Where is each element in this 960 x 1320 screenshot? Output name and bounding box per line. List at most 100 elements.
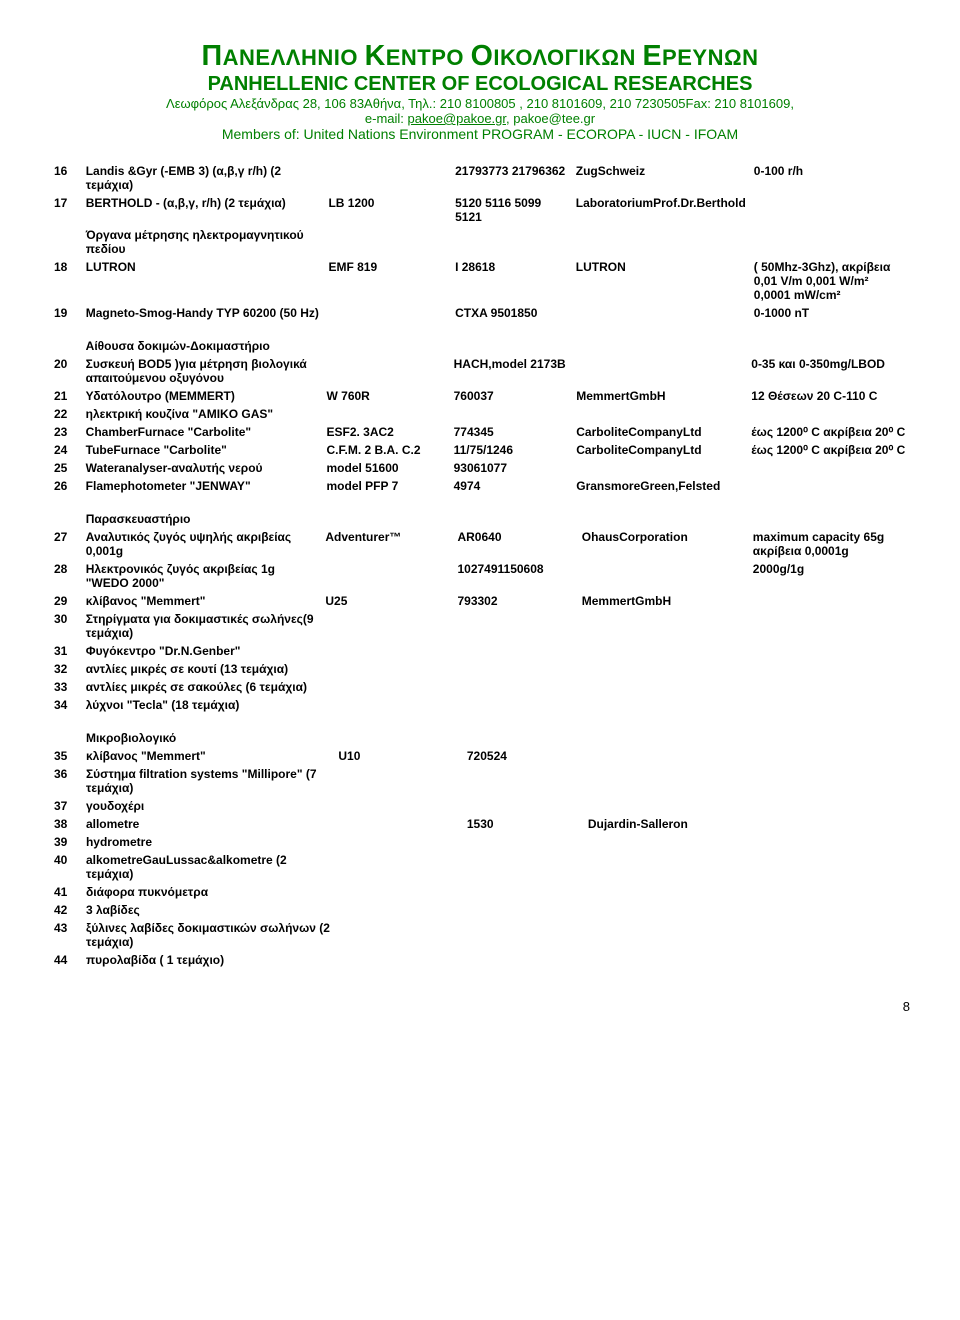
row-model [334,851,462,883]
row-description: Landis &Gyr (-EMB 3) (α,β,γ r/h) (2 τεμά… [82,162,325,194]
section-3-title: Παρασκευαστήριο [82,510,910,528]
row-serial: I 28618 [451,258,572,304]
row-serial [451,226,572,258]
row-description: λύχνοι "Tecla" (18 τεμάχια) [82,696,322,714]
table-row: 22ηλεκτρική κουζίνα "AMIKO GAS" [50,405,910,423]
table-row: 44πυρολαβίδα ( 1 τεμάχιο) [50,951,910,969]
row-spec [747,477,910,495]
row-model: C.F.M. 2 B.A. C.2 [323,441,450,459]
row-description: Ηλεκτρονικός ζυγός ακριβείας 1g "WEDO 20… [82,560,322,592]
page-number: 8 [50,999,910,1014]
row-model [324,226,451,258]
row-description: κλίβανος "Memmert" [82,747,334,765]
row-manufacturer [578,642,749,660]
row-spec [751,765,910,797]
row-spec [749,696,910,714]
row-model [334,919,462,951]
row-description: Φυγόκεντρο "Dr.N.Genber" [82,642,322,660]
row-serial: 720524 [463,747,584,765]
row-description: 3 λαβίδες [82,901,334,919]
row-spec: 12 Θέσεων 20 C-110 C [747,387,910,405]
row-model: Adventurer™ [321,528,453,560]
table-row: 40alkometreGauLussac&alkometre (2 τεμάχι… [50,851,910,883]
row-model [334,901,462,919]
row-spec: 0-35 και 0-350mg/LBOD [747,355,910,387]
row-description: ChamberFurnace "Carbolite" [82,423,323,441]
title-english: PANHELLENIC CENTER OF ECOLOGICAL RESEARC… [50,73,910,96]
row-description: Flamephotometer "JENWAY" [82,477,323,495]
row-serial: 760037 [450,387,573,405]
row-spec [751,901,910,919]
row-model: LB 1200 [324,194,451,226]
row-spec [749,678,910,696]
row-description: Στηρίγματα για δοκιμαστικές σωλήνες(9 τε… [82,610,322,642]
row-model [321,610,453,642]
table-row: 28Ηλεκτρονικός ζυγός ακριβείας 1g "WEDO … [50,560,910,592]
row-number: 30 [50,610,82,642]
members-line: Members of: United Nations Environment P… [50,126,910,142]
row-serial [463,919,584,951]
row-model [323,355,450,387]
row-description: hydrometre [82,833,334,851]
row-spec [751,851,910,883]
row-number: 38 [50,815,82,833]
row-number: 36 [50,765,82,797]
row-model [324,162,451,194]
row-manufacturer [584,851,752,883]
row-number: 41 [50,883,82,901]
row-description: κλίβανος "Memmert" [82,592,322,610]
row-number: 35 [50,747,82,765]
row-model [321,678,453,696]
row-serial [463,851,584,883]
row-description: LUTRON [82,258,325,304]
row-serial [463,765,584,797]
row-spec [751,815,910,833]
row-spec: έως 1200⁰ C ακρίβεια 20⁰ C [747,423,910,441]
row-number: 32 [50,660,82,678]
row-description: Wateranalyser-αναλυτής νερού [82,459,323,477]
section-2-title: Αίθουσα δοκιμών-Δοκιμαστήριο [82,337,910,355]
row-model: model 51600 [323,459,450,477]
title-greek: ΠΑΝΕΛΛΗΝΙΟ ΚΕΝΤΡΟ ΟΙΚΟΛΟΓΙΚΩΝ ΕΡΕΥΝΩΝ [50,40,910,73]
row-number: 37 [50,797,82,815]
row-manufacturer [572,355,747,387]
row-serial: 93061077 [450,459,573,477]
row-model: U25 [321,592,453,610]
row-model [321,660,453,678]
row-number: 19 [50,304,82,322]
row-manufacturer [572,405,747,423]
row-serial [463,797,584,815]
row-number: 22 [50,405,82,423]
row-manufacturer: Dujardin-Salleron [584,815,752,833]
row-spec [751,797,910,815]
row-model [323,405,450,423]
table-row: 32αντλίες μικρές σε κουτί (13 τεμάχια) [50,660,910,678]
row-number: 28 [50,560,82,592]
table-row: 31Φυγόκεντρο "Dr.N.Genber" [50,642,910,660]
row-description: ηλεκτρική κουζίνα "AMIKO GAS" [82,405,323,423]
table-row: 21Υδατόλουτρο (MEMMERT)W 760R760037Memme… [50,387,910,405]
row-model: model PFP 7 [323,477,450,495]
table-row: 16Landis &Gyr (-EMB 3) (α,β,γ r/h) (2 τε… [50,162,910,194]
row-spec: έως 1200⁰ C ακρίβεια 20⁰ C [747,441,910,459]
row-number: 31 [50,642,82,660]
row-serial: 1530 [463,815,584,833]
table-row: 423 λαβίδες [50,901,910,919]
table-row: 35κλίβανος "Memmert"U10720524 [50,747,910,765]
row-number: 40 [50,851,82,883]
row-spec [749,592,910,610]
row-manufacturer: CarboliteCompanyLtd [572,423,747,441]
row-spec [747,405,910,423]
row-manufacturer: MemmertGmbH [578,592,749,610]
row-description: Όργανα μέτρησης ηλεκτρομαγνητικού πεδίου [82,226,325,258]
row-manufacturer [572,304,750,322]
row-number: 29 [50,592,82,610]
table-row: 25Wateranalyser-αναλυτής νερούmodel 5160… [50,459,910,477]
row-model [324,304,451,322]
row-model [321,642,453,660]
row-description: alkometreGauLussac&alkometre (2 τεμάχια) [82,851,334,883]
row-manufacturer [578,678,749,696]
row-model [321,560,453,592]
row-number: 34 [50,696,82,714]
table-row: 33αντλίες μικρές σε σακούλες (6 τεμάχια) [50,678,910,696]
